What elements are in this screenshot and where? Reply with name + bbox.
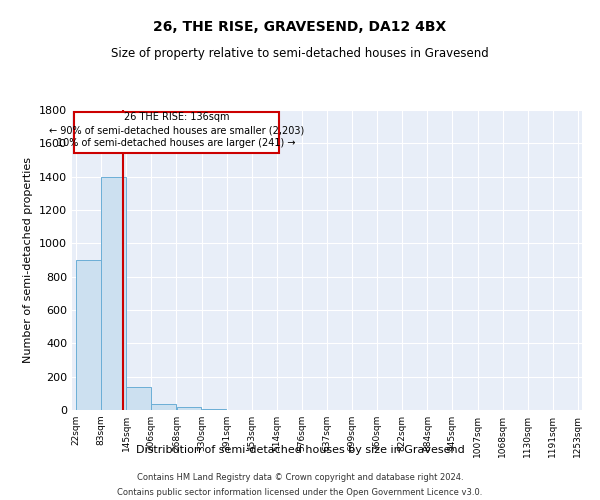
Bar — [101, 176, 126, 410]
Text: ← 90% of semi-detached houses are smaller (2,203): ← 90% of semi-detached houses are smalle… — [49, 126, 304, 136]
FancyBboxPatch shape — [74, 112, 278, 152]
Text: 26 THE RISE: 136sqm: 26 THE RISE: 136sqm — [124, 112, 229, 122]
Text: Contains public sector information licensed under the Open Government Licence v3: Contains public sector information licen… — [118, 488, 482, 497]
Text: Size of property relative to semi-detached houses in Gravesend: Size of property relative to semi-detach… — [111, 48, 489, 60]
Text: 10% of semi-detached houses are larger (241) →: 10% of semi-detached houses are larger (… — [57, 138, 296, 147]
Bar — [151, 404, 176, 410]
Bar — [176, 406, 202, 410]
Text: 26, THE RISE, GRAVESEND, DA12 4BX: 26, THE RISE, GRAVESEND, DA12 4BX — [154, 20, 446, 34]
Bar — [76, 260, 101, 410]
Text: Distribution of semi-detached houses by size in Gravesend: Distribution of semi-detached houses by … — [136, 445, 464, 455]
Y-axis label: Number of semi-detached properties: Number of semi-detached properties — [23, 157, 34, 363]
Bar — [202, 409, 226, 410]
Text: Contains HM Land Registry data © Crown copyright and database right 2024.: Contains HM Land Registry data © Crown c… — [137, 473, 463, 482]
Bar — [127, 386, 151, 410]
